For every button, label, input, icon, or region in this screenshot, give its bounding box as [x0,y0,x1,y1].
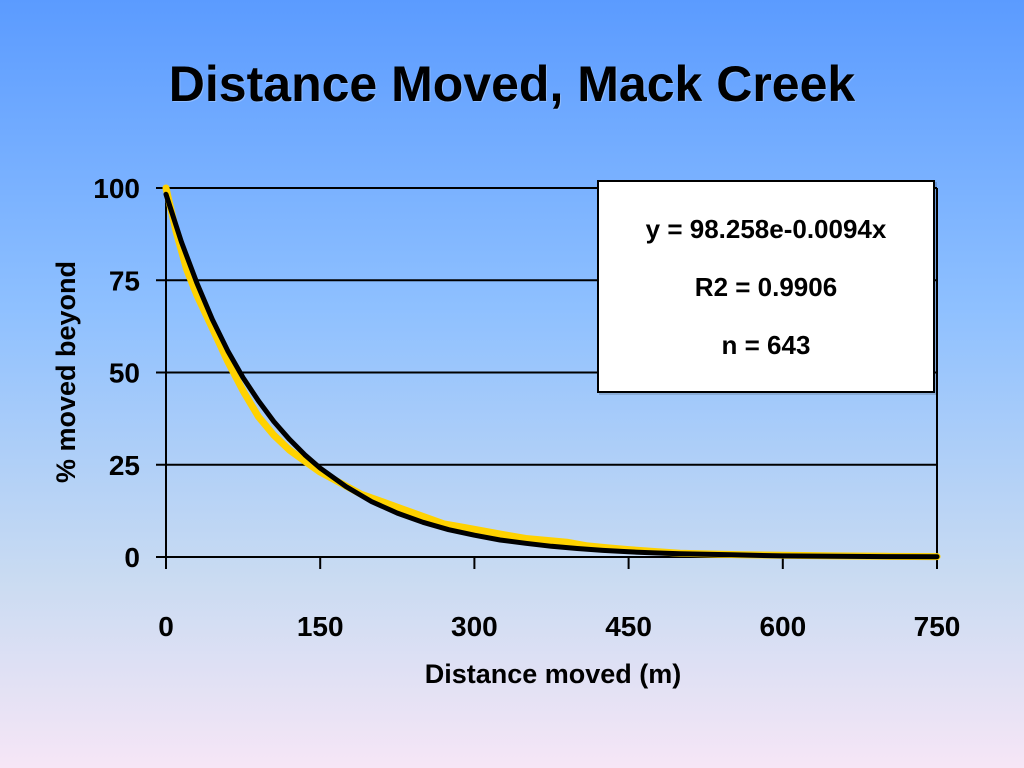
r-squared-text: R2 = 0.9906 [694,271,838,302]
equation-text: y = 98.258e-0.0094x [645,213,887,244]
series-group [162,184,941,561]
y-tick-label-50: 50 [109,358,140,389]
y-tick-label-0: 0 [124,542,140,573]
y-tick-label-25: 25 [109,450,140,481]
x-tick-label-600: 600 [759,611,806,642]
y-axis-title: % moved beyond [51,261,81,483]
y-tick-label-100: 100 [93,173,140,204]
series-line-1 [163,191,940,560]
x-tick-label-450: 450 [605,611,652,642]
equation-box: y = 98.258e-0.0094x R2 = 0.9906 n = 643 [597,180,935,393]
sample-size-text: n = 643 [721,329,811,360]
x-tick-label-150: 150 [297,611,344,642]
tick-labels: 0 25 50 75 100 0 150 300 450 600 750 [93,173,960,642]
y-tick-label-75: 75 [109,265,140,296]
x-tick-label-300: 300 [451,611,498,642]
x-tick-label-0: 0 [158,611,174,642]
x-axis-title: Distance moved (m) [425,659,682,689]
x-tick-label-750: 750 [914,611,961,642]
slide-title: Distance Moved, Mack Creek [168,56,856,112]
